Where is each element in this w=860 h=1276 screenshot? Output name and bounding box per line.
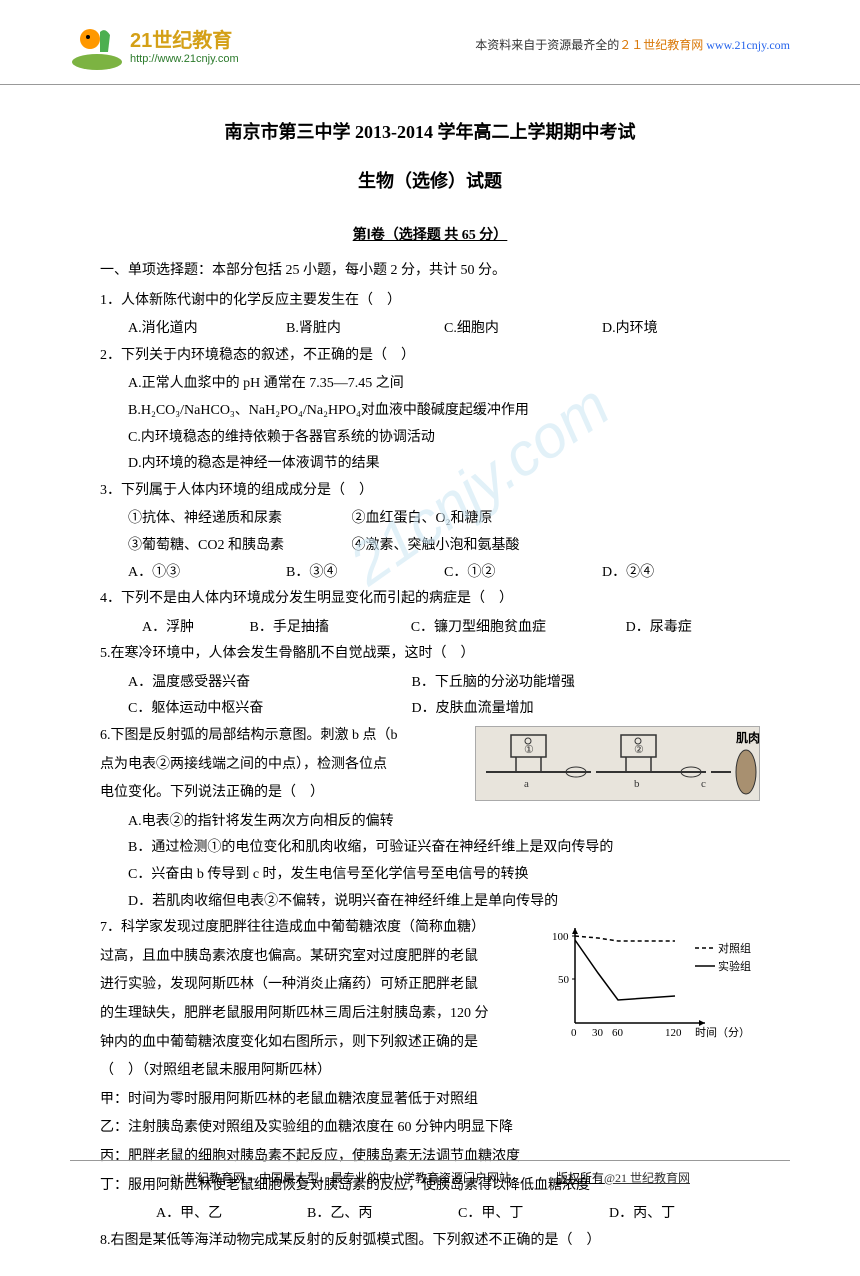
q5-a: A．温度感受器兴奋 [128, 670, 408, 697]
footer-right-brand: @21 世纪教育网 [604, 1171, 690, 1185]
q1-stem: 1．人体新陈代谢中的化学反应主要发生在（ ） [100, 288, 760, 315]
q4-stem: 4．下列不是由人体内环境成分发生明显变化而引起的病症是（ ） [100, 586, 760, 613]
q1-a: A.消化道内 [128, 316, 286, 343]
q7-jia: 甲：时间为零时服用阿斯匹林的老鼠血糖浓度显著低于对照组 [100, 1087, 760, 1114]
q4-c: C．镰刀型细胞贫血症 [411, 615, 626, 642]
q7-options: A．甲、乙 B．乙、丙 C．甲、丁 D．丙、丁 [100, 1201, 760, 1228]
instruction: 一、单项选择题：本部分包括 25 小题，每小题 2 分，共计 50 分。 [100, 258, 760, 285]
svg-text:对照组: 对照组 [718, 941, 751, 955]
q1-d: D.内环境 [602, 316, 760, 343]
q5-ab: A．温度感受器兴奋 B．下丘脑的分泌功能增强 [100, 670, 760, 697]
source-url: www.21cnjy.com [706, 38, 790, 52]
q5-stem: 5.在寒冷环境中，人体会发生骨骼肌不自觉战栗，这时（ ） [100, 641, 760, 668]
q4-d: D．尿毒症 [626, 615, 760, 642]
footer-right: 版权所有@21 世纪教育网 [556, 1169, 690, 1186]
q4-options: A．浮肿 B．手足抽搐 C．镰刀型细胞贫血症 D．尿毒症 [100, 615, 760, 642]
q3-items12: ①抗体、神经递质和尿素 ②血红蛋白、O₂和糖原 [100, 506, 760, 533]
header-source: 本资料来自于资源最齐全的２１世纪教育网 www.21cnjy.com [475, 36, 790, 53]
svg-text:30: 30 [592, 1027, 604, 1039]
q6-block: ① ② 肌肉 a b c 6.下图是反射弧的局部结构示意图。刺激 b 点 [100, 723, 760, 809]
q3-stem: 3．下列属于人体内环境的组成成分是（ ） [100, 478, 760, 505]
q3-i4: ④激素、突触小泡和氨基酸 [352, 538, 520, 553]
svg-text:a: a [524, 778, 529, 790]
svg-text:100: 100 [552, 931, 569, 943]
svg-text:肌肉: 肌肉 [735, 730, 760, 745]
footer-left: 21 世纪教育网 -- 中国最大型、最专业的中小学教育资源门户网站。 [170, 1169, 523, 1186]
q7-b: B．乙、丙 [307, 1201, 458, 1228]
svg-text:实验组: 实验组 [718, 959, 751, 973]
q2-a: A.正常人血浆中的 pH 通常在 7.35—7.45 之间 [100, 371, 760, 398]
svg-text:时间（分）: 时间（分） [695, 1026, 750, 1039]
q3-options: A．①③ B．③④ C．①② D．②④ [100, 560, 760, 587]
main-title: 南京市第三中学 2013-2014 学年高二上学期期中考试 [100, 115, 760, 149]
q7-c: C．甲、丁 [458, 1201, 609, 1228]
q2-stem: 2．下列关于内环境稳态的叙述，不正确的是（ ） [100, 343, 760, 370]
q6-b: B．通过检测①的电位变化和肌肉收缩，可验证兴奋在神经纤维上是双向传导的 [100, 835, 760, 862]
q3-items34: ③葡萄糖、CO2 和胰岛素 ④激素、突触小泡和氨基酸 [100, 533, 760, 560]
q1-c: C.细胞内 [444, 316, 602, 343]
q1-b: B.肾脏内 [286, 316, 444, 343]
q2-c: C.内环境稳态的维持依赖于各器官系统的协调活动 [100, 425, 760, 452]
logo-area: 21世纪教育 http://www.21cnjy.com [70, 17, 239, 72]
logo-url-text: http://www.21cnjy.com [130, 53, 239, 65]
q7-yi: 乙：注射胰岛素使对照组及实验组的血糖浓度在 60 分钟内明显下降 [100, 1115, 760, 1142]
q1-options: A.消化道内 B.肾脏内 C.细胞内 D.内环境 [100, 316, 760, 343]
q3-a: A．①③ [128, 560, 286, 587]
q4-b: B．手足抽搐 [249, 615, 410, 642]
svg-text:120: 120 [665, 1027, 682, 1039]
q3-c: C．①② [444, 560, 602, 587]
q2-b: B.H₂CO₃/NaHCO₃、NaH₂PO₄/Na₂HPO₄对血液中酸碱度起缓冲… [100, 398, 760, 425]
q5-c: C．躯体运动中枢兴奋 [128, 696, 408, 723]
q3-b: B．③④ [286, 560, 444, 587]
sub-title: 生物（选修）试题 [100, 164, 760, 198]
svg-text:①: ① [524, 744, 534, 756]
q3-i1: ①抗体、神经递质和尿素 [128, 506, 348, 533]
q5-d: D．皮肤血流量增加 [412, 701, 534, 716]
q8-stem: 8.右图是某低等海洋动物完成某反射的反射弧模式图。下列叙述不正确的是（ ） [100, 1228, 760, 1255]
q5-b: B．下丘脑的分泌功能增强 [412, 675, 575, 690]
q3-i3: ③葡萄糖、CO2 和胰岛素 [128, 533, 348, 560]
q7-block: 100 50 0 30 60 120 时间（分） 对照组 实验组 7．科学家发现… [100, 915, 760, 1087]
svg-text:50: 50 [558, 974, 570, 986]
q2-d: D.内环境的稳态是神经一体液调节的结果 [100, 451, 760, 478]
q7-chart: 100 50 0 30 60 120 时间（分） 对照组 实验组 [550, 918, 760, 1048]
logo-text: 21世纪教育 http://www.21cnjy.com [130, 24, 239, 65]
q6-d: D．若肌肉收缩但电表②不偏转，说明兴奋在神经纤维上是单向传导的 [100, 889, 760, 916]
source-prefix: 本资料来自于资源最齐全的 [475, 38, 619, 52]
q4-a: A．浮肿 [142, 615, 249, 642]
q7-stem6: （ ）（对照组老鼠未服用阿斯匹林） [100, 1058, 760, 1085]
q3-d: D．②④ [602, 560, 760, 587]
svg-text:60: 60 [612, 1027, 624, 1039]
q5-cd: C．躯体运动中枢兴奋 D．皮肤血流量增加 [100, 696, 760, 723]
source-brand: ２１世纪教育网 [619, 38, 703, 52]
q6-a: A.电表②的指针将发生两次方向相反的偏转 [100, 809, 760, 836]
svg-text:0: 0 [571, 1027, 577, 1039]
svg-text:b: b [634, 778, 640, 790]
q6-diagram: ① ② 肌肉 a b c [475, 726, 760, 801]
section-title: 第Ⅰ卷（选择题 共 65 分） [100, 223, 760, 250]
q3-i2: ②血红蛋白、O₂和糖原 [352, 511, 493, 526]
svg-text:②: ② [634, 744, 644, 756]
svg-text:c: c [701, 778, 706, 790]
logo-icon [70, 17, 125, 72]
logo-main-text: 21世纪教育 [130, 24, 239, 53]
footer-right-prefix: 版权所有 [556, 1171, 604, 1185]
q7-d: D．丙、丁 [609, 1201, 760, 1228]
content-area: 南京市第三中学 2013-2014 学年高二上学期期中考试 生物（选修）试题 第… [0, 85, 860, 1276]
page-header: 21世纪教育 http://www.21cnjy.com 本资料来自于资源最齐全… [0, 0, 860, 85]
q7-a: A．甲、乙 [156, 1201, 307, 1228]
q6-c: C．兴奋由 b 传导到 c 时，发生电信号至化学信号至电信号的转换 [100, 862, 760, 889]
page-footer: 21 世纪教育网 -- 中国最大型、最专业的中小学教育资源门户网站。 版权所有@… [70, 1160, 790, 1186]
